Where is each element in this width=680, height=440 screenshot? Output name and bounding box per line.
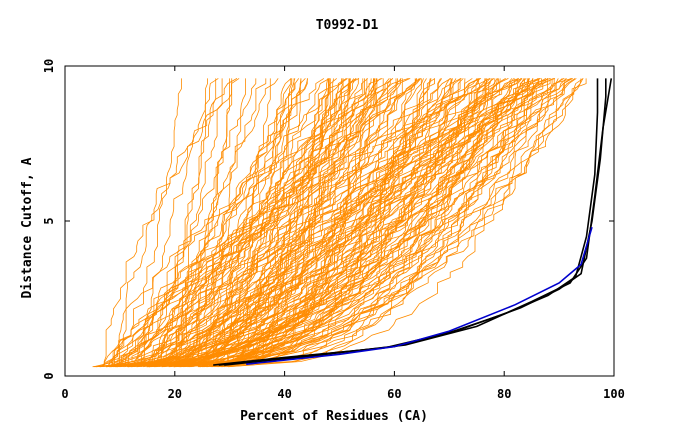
background-series-line [174,78,491,368]
background-series-line [176,78,300,367]
background-series-line [228,78,403,367]
background-series-line [94,78,565,368]
background-series-line [110,78,551,368]
y-tick-label: 0 [42,372,56,379]
background-series-line [117,78,233,368]
background-series-line [198,78,308,367]
background-series-line [114,78,409,367]
background-series-line [128,78,547,368]
background-series-line [117,78,533,368]
background-series-line [119,78,240,367]
background-series-line [202,78,556,367]
background-series-line [183,78,402,368]
background-series-line [149,78,374,368]
background-series-line [169,78,383,368]
background-series-line [206,78,357,367]
background-series-line [111,78,539,368]
background-series-line [107,78,217,368]
background-series-line [158,78,522,367]
background-series-line [106,78,355,368]
x-axis-label: Percent of Residues (CA) [240,409,428,424]
background-series-line [213,78,573,367]
background-series-line [202,78,566,368]
background-series-line [109,78,576,368]
plot-area [64,65,615,377]
background-series-line [209,78,402,368]
chart-title: T0992-D1 [316,18,379,33]
background-series-line [164,78,306,368]
x-tick-label: 0 [61,387,68,401]
background-series-line [94,78,223,368]
background-series-line [105,78,559,368]
background-series-line [108,78,567,368]
background-series-line [153,78,515,368]
background-series-line [168,78,325,367]
background-series-line [122,78,302,368]
background-series-line [197,78,292,367]
background-series-line [173,78,357,368]
background-series-line [152,78,246,368]
background-series-line [223,78,451,368]
background-series-line [99,78,572,368]
background-series-line [177,78,453,367]
background-series-line [102,78,182,367]
x-tick-label: 40 [277,387,291,401]
background-series-line [180,78,330,367]
y-axis: 0 5 10 [42,59,614,380]
x-tick-label: 80 [497,387,511,401]
background-series-line [124,78,309,367]
x-axis: 0 20 40 60 80 100 [61,66,625,401]
model-blue-line [246,226,593,365]
background-series-line [128,78,527,368]
background-series-line [149,78,542,368]
y-tick-label: 5 [42,217,56,224]
background-series-line [200,78,453,368]
background-series-line [132,78,391,367]
background-series-line [186,78,360,367]
background-series-line [221,78,375,368]
y-axis-label: Distance Cutoff, A [20,157,35,298]
background-series-line [127,78,452,368]
y-tick-label: 10 [42,59,56,73]
background-series-line [193,78,347,367]
background-series-line [226,78,381,368]
background-series-line [199,78,584,368]
background-series-line [115,78,464,368]
background-series-line [223,78,555,368]
background-series-line [185,78,462,367]
background-series-line [115,78,539,368]
background-series-line [161,78,480,367]
background-series-line [156,78,267,367]
background-series-line [137,78,219,367]
highlight-series-group [213,78,613,366]
background-series-line [136,78,523,368]
background-series-line [117,78,257,367]
background-series-line [217,78,329,368]
background-series-group [92,78,587,368]
x-tick-label: 20 [168,387,182,401]
model-black-3-line [224,78,613,366]
background-series-line [126,78,577,368]
background-series-line [146,78,431,368]
background-series-line [132,78,462,368]
background-series-line [199,78,496,368]
background-series-line [220,78,494,368]
x-tick-label: 100 [603,387,625,401]
background-series-line [116,78,398,367]
background-series-line [140,78,279,367]
background-series-line [199,78,422,368]
background-series-line [103,78,238,367]
background-series-line [151,78,329,368]
x-tick-label: 60 [387,387,401,401]
background-series-line [120,78,344,368]
